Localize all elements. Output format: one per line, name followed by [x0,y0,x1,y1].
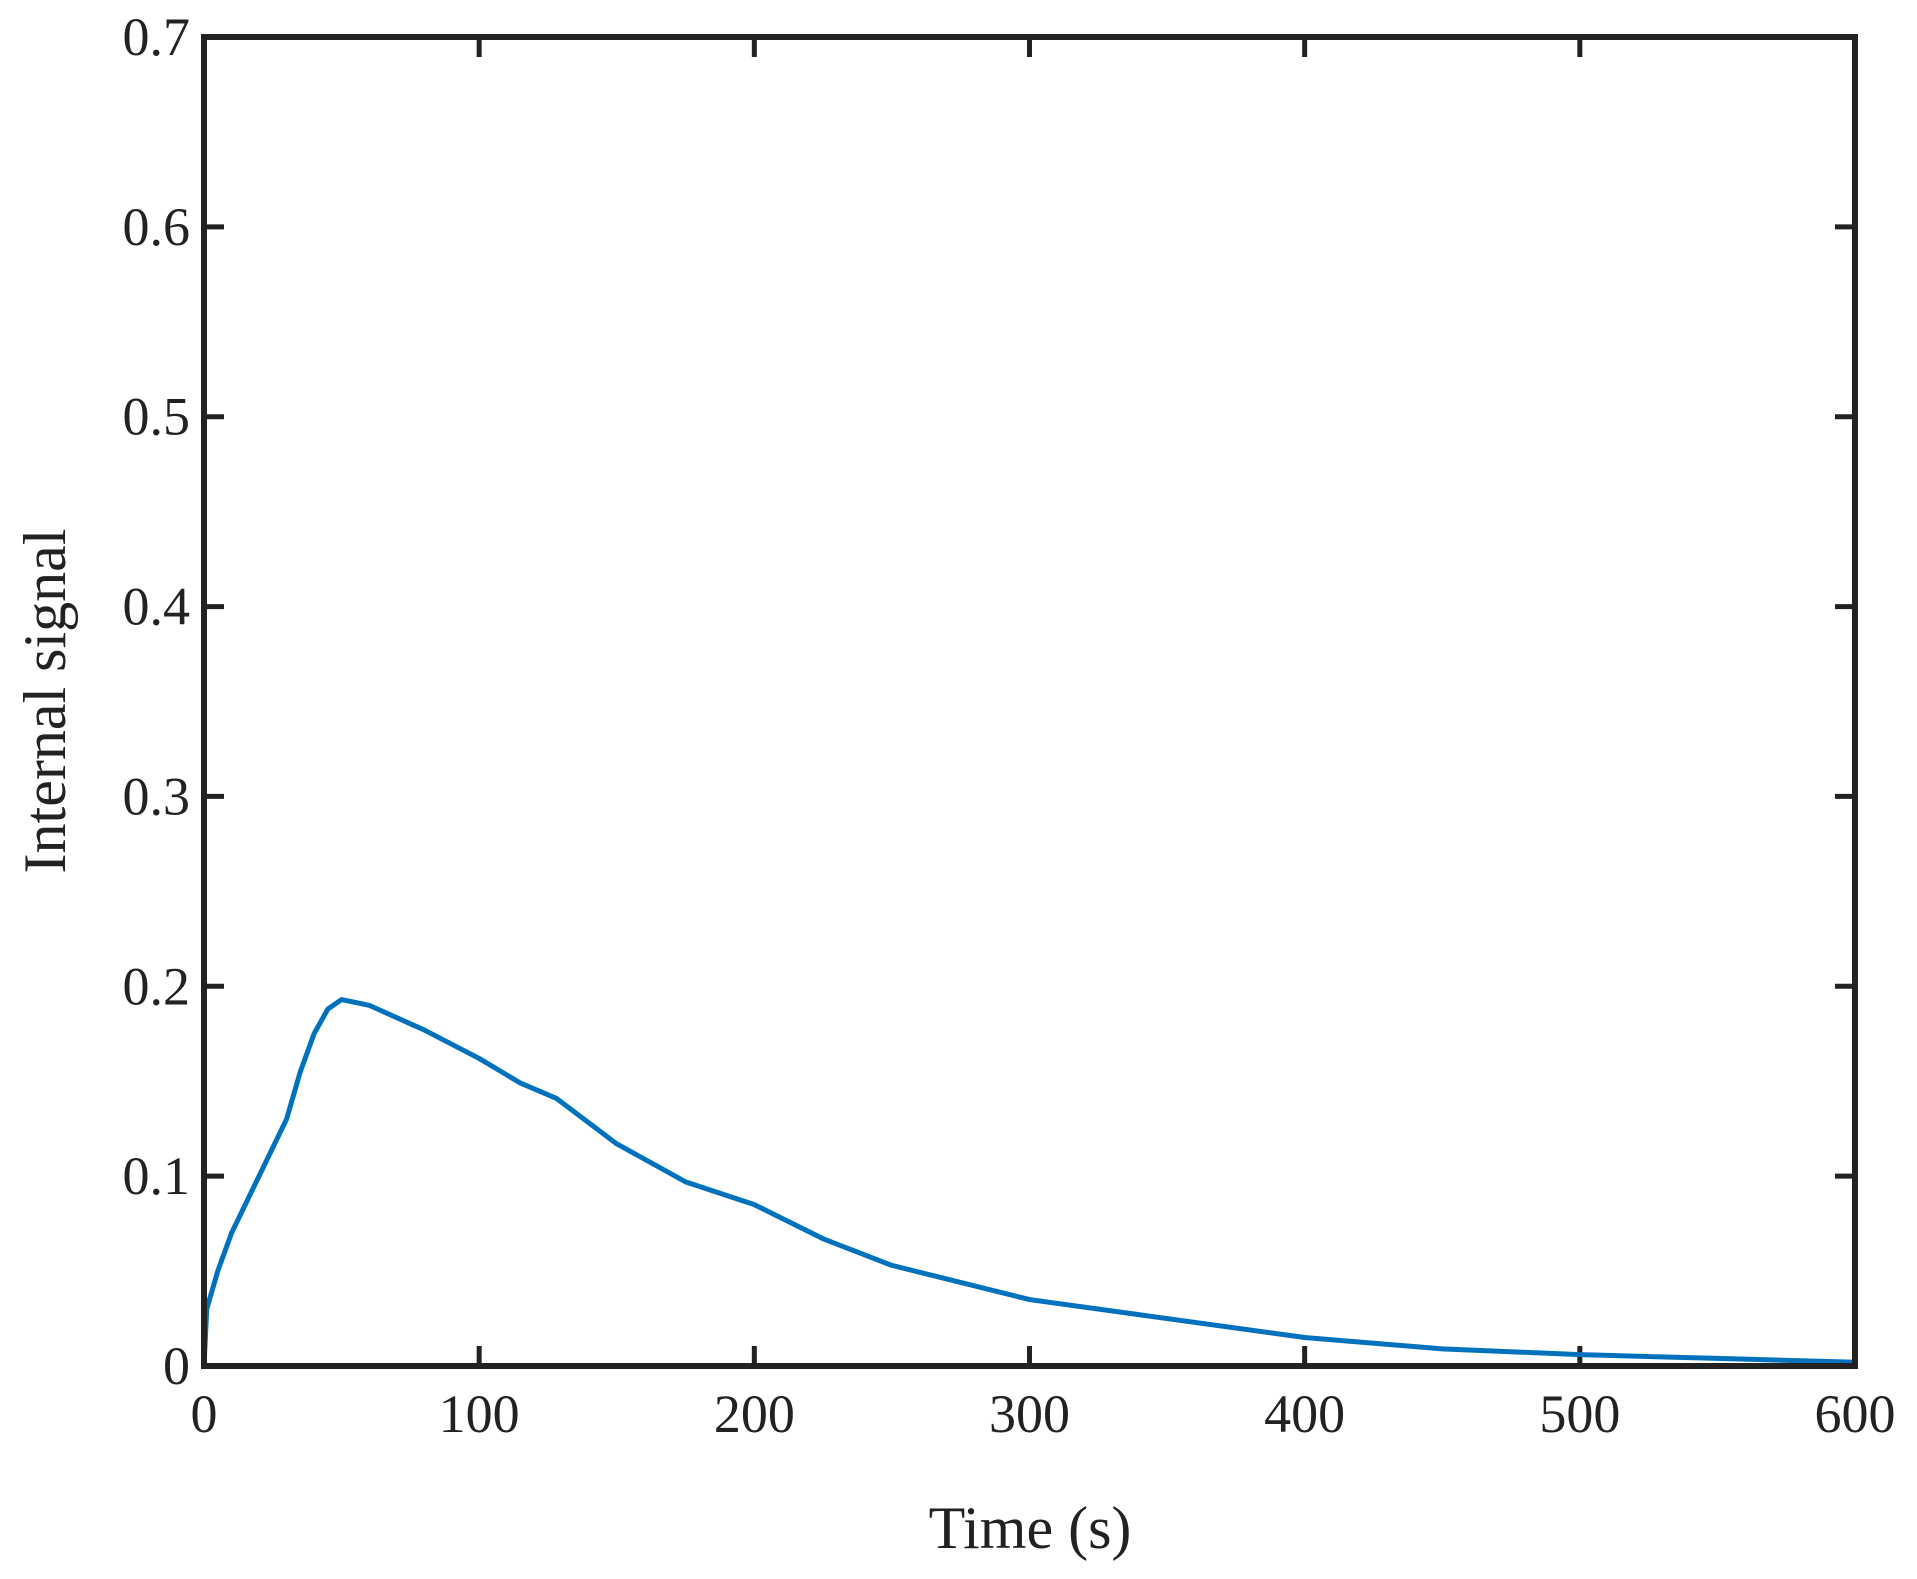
y-axis-label: Internal signal [12,529,78,874]
y-tick-label: 0.2 [123,956,191,1016]
data-line [201,997,1856,1367]
x-axis-label: Time (s) [929,1495,1132,1561]
x-tick-label: 500 [1539,1384,1620,1444]
y-tick-label: 0.4 [123,577,191,637]
y-tick-label: 0.1 [123,1146,191,1206]
x-tick-label: 400 [1264,1384,1345,1444]
y-tick-label: 0.3 [123,766,191,826]
x-tick-label: 100 [439,1384,520,1444]
y-tick-label: 0 [163,1336,190,1396]
x-tick-label: 300 [989,1384,1070,1444]
y-tick-label: 0.6 [123,197,191,257]
y-tick-label: 0.5 [123,387,191,447]
x-tick-label: 600 [1815,1384,1896,1444]
plot-frame [201,34,1858,1369]
x-tick-label: 200 [714,1384,795,1444]
y-tick-label: 0.7 [123,7,191,67]
x-tick-label: 0 [191,1384,218,1444]
